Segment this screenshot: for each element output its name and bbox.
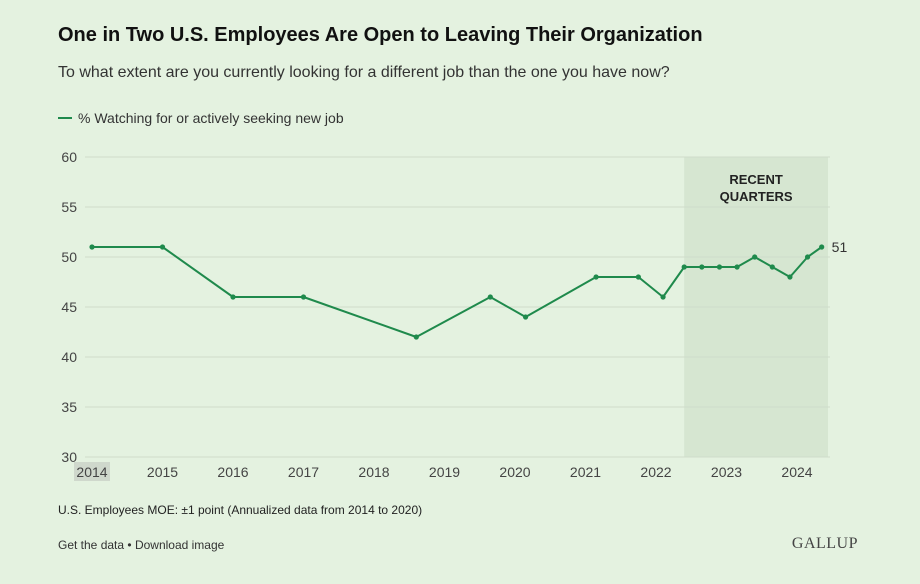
x-tick-label: 2020 xyxy=(499,464,530,480)
download-image-link[interactable]: Download image xyxy=(134,538,225,552)
data-point xyxy=(716,264,723,270)
data-point xyxy=(804,254,811,260)
y-tick-label: 45 xyxy=(61,299,77,315)
data-point xyxy=(159,244,166,250)
y-tick-label: 55 xyxy=(61,199,77,215)
link-separator: • xyxy=(127,538,132,552)
x-tick-label: 2021 xyxy=(570,464,601,480)
chart-title: One in Two U.S. Employees Are Open to Le… xyxy=(58,24,703,46)
x-tick-label: 2017 xyxy=(288,464,319,480)
data-point xyxy=(230,294,236,300)
data-point xyxy=(681,264,687,270)
x-tick-highlight xyxy=(74,462,110,481)
get-data-link[interactable]: Get the data xyxy=(58,538,125,552)
gallup-logo: GALLUP xyxy=(791,535,858,552)
x-tick-label: 2016 xyxy=(217,464,248,480)
data-point xyxy=(89,244,95,250)
end-value-label: 51 xyxy=(832,239,848,255)
data-point xyxy=(787,274,793,280)
data-point xyxy=(752,254,758,260)
data-point xyxy=(635,274,641,280)
x-tick-label: 2019 xyxy=(429,464,460,480)
x-tick-label: 2018 xyxy=(358,464,389,480)
y-tick-label: 35 xyxy=(61,399,77,415)
recent-quarters-label-line2: QUARTERS xyxy=(720,189,793,204)
x-tick-label: 2022 xyxy=(640,464,671,480)
x-tick-label: 2023 xyxy=(711,464,742,480)
legend-label: % Watching for or actively seeking new j… xyxy=(78,110,344,126)
y-tick-label: 30 xyxy=(61,449,77,465)
data-point xyxy=(300,294,307,300)
data-point xyxy=(593,274,599,280)
data-point xyxy=(819,244,825,250)
y-tick-label: 60 xyxy=(61,149,77,165)
x-tick-label: 2024 xyxy=(781,464,812,480)
data-point xyxy=(660,294,666,300)
recent-quarters-label-line1: RECENT xyxy=(729,172,783,187)
moe-note: U.S. Employees MOE: ±1 point (Annualized… xyxy=(58,503,423,517)
data-point xyxy=(699,264,705,270)
data-point xyxy=(769,264,775,270)
legend: % Watching for or actively seeking new j… xyxy=(58,110,344,126)
y-tick-label: 40 xyxy=(61,349,77,365)
line-chart: RECENT QUARTERS 30 35 40 45 50 55 60 2014 2015 20… xyxy=(61,149,848,481)
data-point xyxy=(413,334,419,340)
chart-subtitle: To what extent are you currently looking… xyxy=(58,64,670,81)
x-tick-label: 2015 xyxy=(147,464,178,480)
legend-swatch xyxy=(58,117,72,119)
data-point xyxy=(487,294,493,300)
x-tick-label: 2014 xyxy=(76,464,107,480)
data-point xyxy=(522,314,529,320)
y-tick-label: 50 xyxy=(61,249,77,265)
data-point xyxy=(734,264,740,270)
footer-links: Get the data • Download image xyxy=(58,538,224,552)
